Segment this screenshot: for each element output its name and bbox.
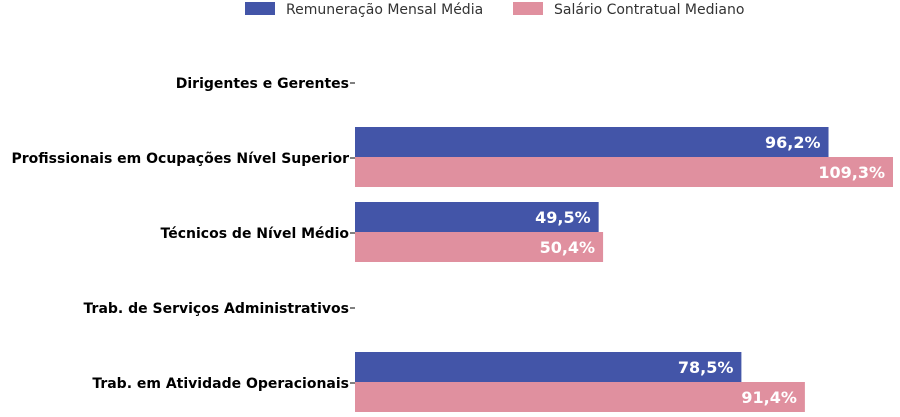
data-label-remuneracao-mensal-media-trab-em-atividade-operacionais: 78,5% <box>678 358 734 377</box>
bars <box>355 127 893 412</box>
data-label-salario-contratual-mediano-tecnicos-de-nivel-medio: 50,4% <box>540 238 596 257</box>
legend: Remuneração Mensal Média Salário Contratu… <box>245 2 744 18</box>
data-label-salario-contratual-mediano-trab-em-atividade-operacionais: 91,4% <box>741 388 797 407</box>
data-label-salario-contratual-mediano-profissionais-em-ocupacoes-nivel-superior: 109,3% <box>818 163 885 182</box>
bar-salario-contratual-mediano-profissionais-em-ocupacoes-nivel-superior <box>355 157 893 187</box>
y-tick-label-tecnicos-de-nivel-medio: Técnicos de Nível Médio <box>161 226 350 242</box>
data-label-remuneracao-mensal-media-profissionais-em-ocupacoes-nivel-superior: 96,2% <box>765 133 821 152</box>
y-tick-label-profissionais-em-ocupacoes-nivel-superior: Profissionais em Ocupações Nível Superio… <box>12 151 350 167</box>
bar-remuneracao-mensal-media-tecnicos-de-nivel-medio <box>355 202 599 232</box>
y-tick-label-trab-em-atividade-operacionais: Trab. em Atividade Operacionais <box>92 376 349 392</box>
legend-item-salario-contratual-mediano: Salário Contratual Mediano <box>513 2 744 18</box>
y-tick-label-dirigentes-e-gerentes: Dirigentes e Gerentes <box>176 76 349 92</box>
bar-salario-contratual-mediano-tecnicos-de-nivel-medio <box>355 232 604 262</box>
legend-swatch <box>245 2 275 15</box>
legend-item-remuneracao-mensal-media: Remuneração Mensal Média <box>245 2 483 18</box>
bar-salario-contratual-mediano-trab-em-atividade-operacionais <box>355 382 805 412</box>
y-tick-label-trab-de-servicos-administrativos: Trab. de Serviços Administrativos <box>84 301 349 317</box>
data-label-remuneracao-mensal-media-tecnicos-de-nivel-medio: 49,5% <box>535 208 591 227</box>
legend-swatch <box>513 2 543 15</box>
data-labels: 96,2% 109,3% 49,5% 50,4% 78,5% 91,4% <box>535 133 885 407</box>
legend-label: Salário Contratual Mediano <box>554 2 744 18</box>
category-axis: Dirigentes e Gerentes Profissionais em Oc… <box>12 76 355 392</box>
legend-label: Remuneração Mensal Média <box>286 2 483 18</box>
bar-remuneracao-mensal-media-trab-em-atividade-operacionais <box>355 352 742 382</box>
bar-remuneracao-mensal-media-profissionais-em-ocupacoes-nivel-superior <box>355 127 829 157</box>
